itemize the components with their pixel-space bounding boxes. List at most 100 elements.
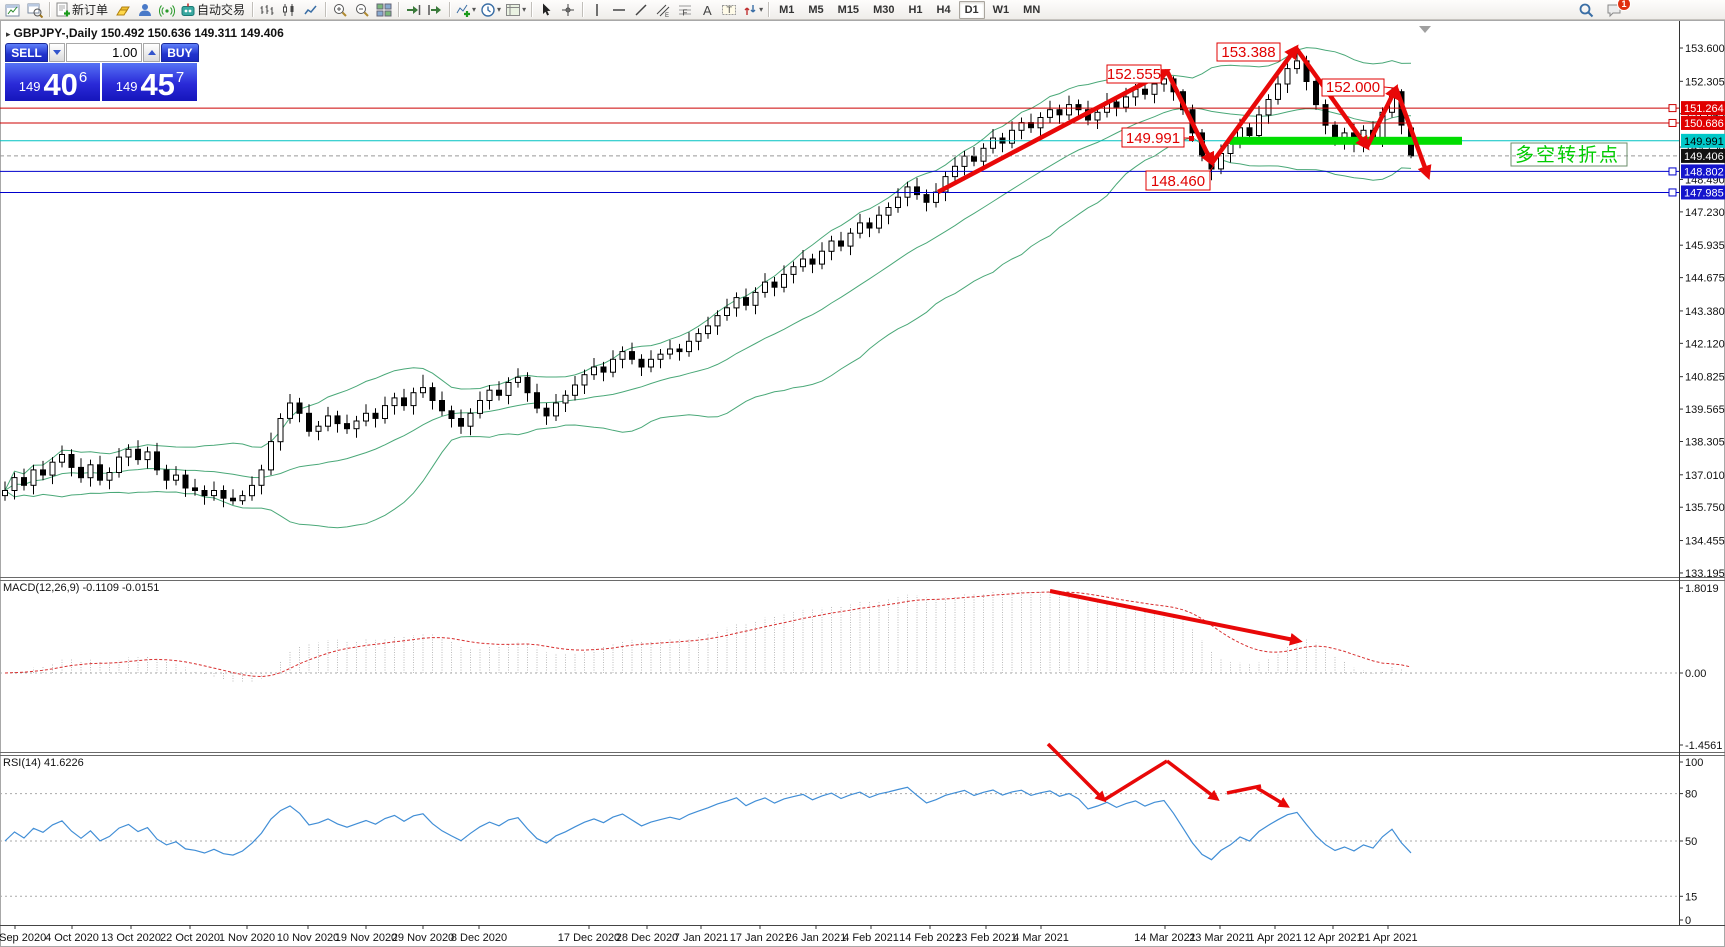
date-label: 4 Oct 2020 [45, 932, 99, 944]
timeframe-M15[interactable]: M15 [837, 3, 860, 16]
svg-text:152.555: 152.555 [1107, 66, 1161, 83]
gold-icon[interactable] [112, 0, 134, 20]
trend-arrow[interactable] [1364, 84, 1399, 148]
vertical-line-icon[interactable] [586, 0, 608, 20]
autotrade-icon[interactable]: 自动交易 [178, 0, 249, 20]
auto-scroll-icon[interactable] [402, 0, 424, 20]
fibonacci-icon[interactable]: F [674, 0, 696, 20]
line-handle[interactable] [1668, 104, 1677, 113]
candle-body [885, 207, 892, 216]
new-chart-icon[interactable] [2, 0, 24, 20]
price-chart-canvas[interactable]: MACD(12,26,9) -0.1109 -0.0151 1.8019 0.00 -… [0, 20, 1725, 947]
search-icon[interactable] [1575, 0, 1597, 20]
sell-button[interactable]: SELL [5, 43, 49, 62]
timeframe-M1[interactable]: M1 [779, 3, 795, 16]
indicators-icon[interactable]: ▾ [453, 0, 478, 20]
trend-arrow[interactable] [1294, 46, 1370, 151]
community-icon[interactable] [134, 0, 156, 20]
svg-text:A: A [703, 3, 712, 18]
date-label: 21 Apr 2021 [1358, 932, 1417, 944]
zoom-out-icon[interactable] [351, 0, 373, 20]
rsi-pane: RSI(14) 41.6226 100 80 50 15 0 [0, 757, 1703, 927]
channel-icon[interactable]: E [652, 0, 674, 20]
line-handle[interactable] [1668, 188, 1677, 197]
trendline-icon[interactable] [630, 0, 652, 20]
broadcast-icon[interactable] [156, 0, 178, 20]
svg-text:152.000: 152.000 [1326, 79, 1380, 96]
candle-body [695, 333, 702, 342]
candle-body [59, 454, 65, 463]
trend-arrows[interactable] [936, 44, 1432, 808]
horizontal-line-icon[interactable] [608, 0, 630, 20]
trend-arrow[interactable] [1046, 742, 1107, 803]
candle-body [1009, 129, 1015, 144]
svg-text:135.750: 135.750 [1685, 502, 1725, 514]
svg-text:15: 15 [1685, 891, 1697, 903]
crosshair-icon[interactable] [557, 0, 579, 20]
candle-body [591, 366, 597, 376]
buy-price[interactable]: 149 45 7 [102, 63, 197, 101]
trend-arrow[interactable] [936, 68, 1171, 194]
zoom-in-icon[interactable] [329, 0, 351, 20]
support-zone[interactable] [1230, 136, 1462, 145]
annotation-box-149.991[interactable] [1121, 127, 1185, 148]
date-label: 17 Dec 2020 [558, 932, 620, 944]
symbol-quote-text: GBPJPY-,Daily 150.492 150.636 149.311 14… [13, 26, 284, 40]
line-handle[interactable] [1668, 167, 1677, 176]
volume-input[interactable] [66, 43, 143, 62]
templates-icon[interactable]: ▾ [503, 0, 528, 20]
candle-body [581, 374, 588, 386]
trend-arrow[interactable] [1393, 87, 1432, 181]
tile-windows-icon[interactable] [373, 0, 395, 20]
timeframe-H1[interactable]: H1 [908, 3, 923, 16]
svg-text:50: 50 [1685, 836, 1697, 848]
timeframe-M5[interactable]: M5 [808, 3, 824, 16]
periods-icon[interactable]: ▾ [478, 0, 503, 20]
sell-price[interactable]: 149 40 6 [5, 63, 100, 101]
timeframe-D1[interactable]: D1 [958, 0, 985, 19]
timeframe-M30[interactable]: M30 [873, 3, 895, 16]
horizontal-lines[interactable] [0, 104, 1679, 197]
candle-body [657, 353, 664, 360]
candlestick-icon[interactable] [278, 0, 300, 20]
candle-body [1161, 78, 1167, 85]
annotation-box-152.000[interactable] [1321, 78, 1385, 97]
line-chart-icon[interactable] [300, 0, 322, 20]
timeframe-H4[interactable]: H4 [936, 3, 951, 16]
bar-chart-icon[interactable] [256, 0, 278, 20]
chart-preview-icon[interactable] [24, 0, 46, 20]
annotation-box-153.388[interactable] [1216, 42, 1281, 62]
trend-arrow[interactable] [1103, 759, 1168, 802]
trend-arrow[interactable] [1210, 44, 1299, 165]
annotation-box-148.460[interactable] [1145, 170, 1211, 191]
timeframe-MN[interactable]: MN [1023, 3, 1041, 16]
candle-body [866, 222, 873, 229]
timeframe-W1[interactable]: W1 [992, 3, 1010, 16]
date-label: 7 Jan 2021 [674, 932, 728, 944]
date-label: 17 Jan 2021 [730, 932, 791, 944]
text-icon[interactable]: A [696, 0, 718, 20]
note-label[interactable]: 多空转折点 [1510, 142, 1628, 167]
trend-arrow[interactable] [1226, 784, 1262, 795]
trend-arrow[interactable] [1049, 589, 1303, 646]
cursor-icon[interactable] [535, 0, 557, 20]
buy-button[interactable]: BUY [160, 43, 199, 62]
line-handle[interactable] [1668, 118, 1677, 127]
trend-arrow[interactable] [1164, 70, 1215, 167]
chat-icon[interactable]: 1 [1603, 0, 1631, 20]
arrows-icon[interactable]: ▾ [740, 0, 765, 20]
chart-shift-icon[interactable] [424, 0, 446, 20]
price-labels[interactable]: 152.555 153.388 152.000 149.991 148.460 [1106, 42, 1395, 191]
rsi-label: RSI(14) 41.6226 [3, 757, 84, 769]
annotation-box-152.555[interactable] [1106, 64, 1162, 84]
candle-body [600, 366, 607, 373]
volume-decrease-button[interactable] [49, 43, 66, 62]
new-order-icon[interactable]: 新订单 [53, 0, 112, 20]
trend-arrow[interactable] [1256, 786, 1290, 808]
candle-body [961, 155, 968, 167]
trend-arrow[interactable] [1165, 759, 1220, 802]
candle-body [1047, 109, 1053, 118]
candle-body [743, 297, 749, 306]
volume-increase-button[interactable] [143, 43, 160, 62]
text-label-icon[interactable]: T [718, 0, 740, 20]
